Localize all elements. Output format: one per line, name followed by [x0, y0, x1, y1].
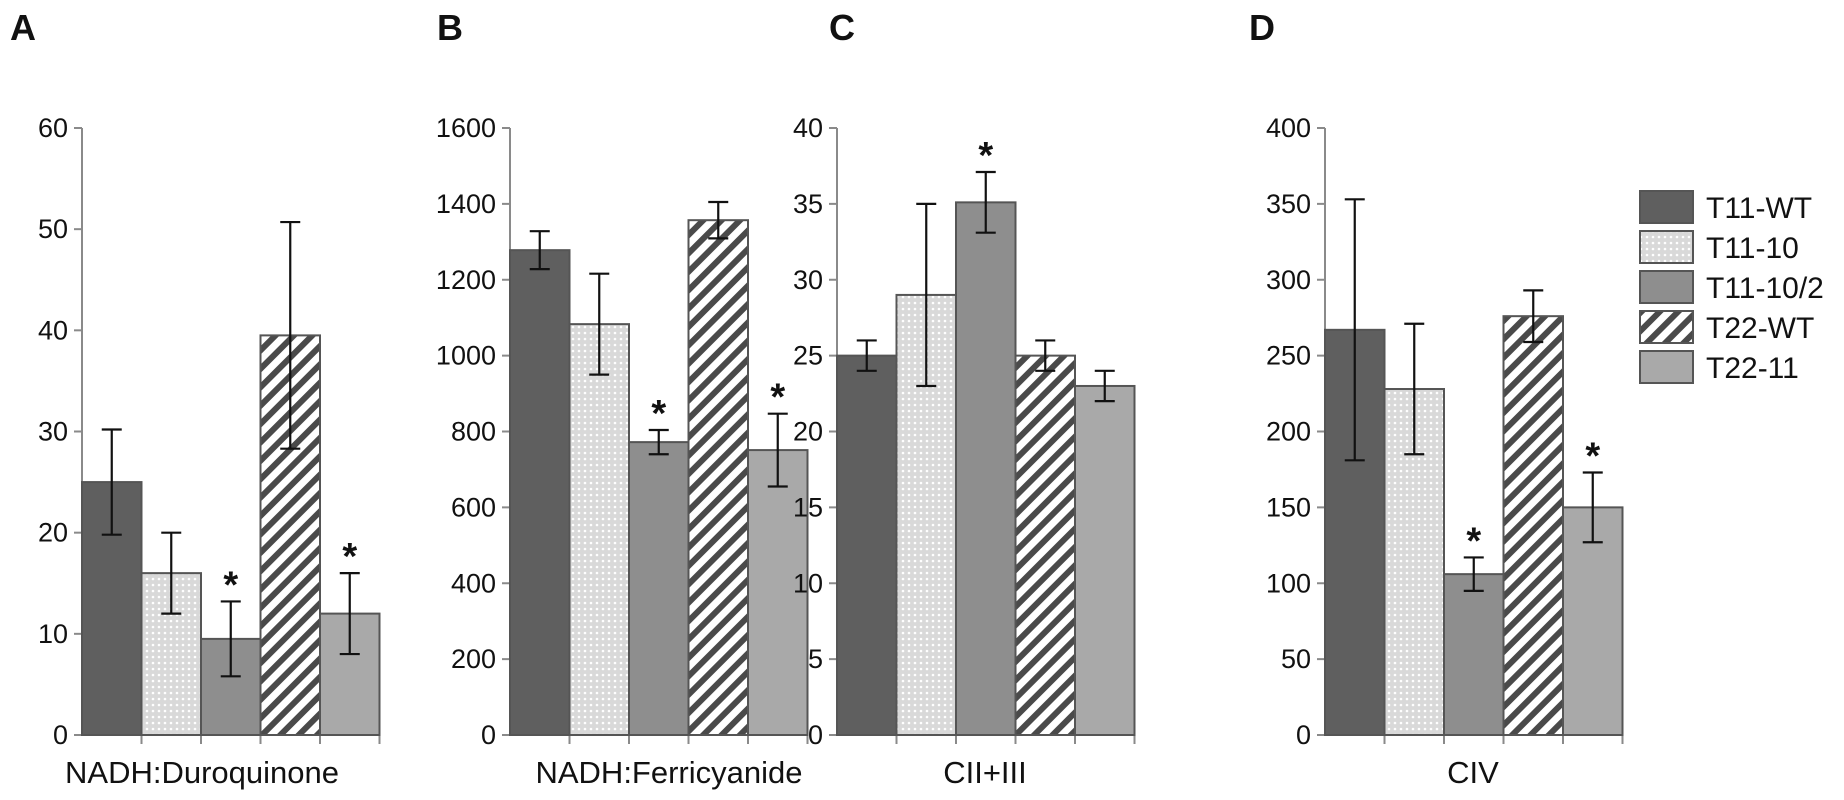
y-tick-label: 100 — [1266, 568, 1311, 598]
significance-star: * — [1466, 520, 1481, 562]
significance-star: * — [651, 393, 666, 435]
y-tick-label: 10 — [38, 619, 68, 649]
legend-swatch — [1639, 270, 1694, 304]
y-tick-label: 30 — [38, 417, 68, 447]
legend-label: T22-WT — [1706, 312, 1814, 345]
x-axis-label: CIV — [1447, 755, 1499, 790]
legend-item: T22-WT — [1639, 310, 1814, 345]
y-tick-label: 350 — [1266, 189, 1311, 219]
x-axis-label: NADH:Duroquinone — [65, 755, 339, 790]
y-tick-label: 50 — [38, 214, 68, 244]
significance-star: * — [1585, 435, 1600, 477]
y-tick-label: 1400 — [436, 189, 496, 219]
bar-t11-10-2 — [628, 441, 690, 736]
panel-letter: C — [829, 7, 855, 48]
y-tick-label: 300 — [1266, 265, 1311, 295]
legend-item: T11-WT — [1639, 190, 1812, 225]
legend-swatch — [1639, 190, 1694, 224]
y-tick-label: 25 — [793, 341, 823, 371]
legend-label: T11-10 — [1706, 232, 1799, 265]
bar-t11-wt — [836, 354, 898, 736]
bar-t11-10 — [568, 323, 630, 736]
y-tick-label: 0 — [1296, 720, 1311, 750]
bar-t22-wt — [687, 219, 749, 737]
y-tick-label: 20 — [38, 518, 68, 548]
y-tick-label: 15 — [793, 492, 823, 522]
legend-item: T22-11 — [1639, 350, 1799, 385]
y-tick-label: 200 — [451, 644, 496, 674]
y-tick-label: 200 — [1266, 417, 1311, 447]
x-axis-label: CII+III — [943, 755, 1027, 790]
y-tick-label: 0 — [808, 720, 823, 750]
panel-letter: B — [437, 7, 463, 48]
bar-t22-wt — [1014, 354, 1076, 736]
y-tick-label: 1600 — [436, 113, 496, 143]
y-tick-label: 0 — [481, 720, 496, 750]
y-tick-label: 400 — [451, 568, 496, 598]
significance-star: * — [770, 377, 785, 419]
y-tick-label: 40 — [38, 315, 68, 345]
y-tick-label: 250 — [1266, 341, 1311, 371]
x-axis-label: NADH:Ferricyanide — [535, 755, 802, 790]
chart-panel-a: A 0 10 20 30 40 50 60 * * NADH:Duroquinone — [10, 7, 381, 790]
y-tick-label: 1200 — [436, 265, 496, 295]
y-tick-label: 30 — [793, 265, 823, 295]
chart-panels: A0102030405060**NADH:DuroquinoneB0200400… — [10, 7, 1624, 790]
chart-panel-b: B 0 200 400 600 800 1000 1200 1400 1600 * * NADH:Fer… — [436, 7, 809, 790]
legend-swatch — [1639, 310, 1694, 344]
bar-t22-wt — [1502, 315, 1564, 736]
y-tick-label: 10 — [793, 568, 823, 598]
chart-panel-c: C 0 5 10 15 20 25 30 35 40 * CII+III — [793, 7, 1136, 790]
y-tick-label: 0 — [53, 720, 68, 750]
bar-t11-10-2 — [1443, 573, 1505, 737]
legend-label: T11-10/2 — [1706, 272, 1824, 305]
legend-swatch — [1639, 230, 1694, 264]
significance-star: * — [342, 536, 357, 578]
legend: T11-WT T11-10 T11-10/2 T22-WT T22-11 — [1639, 190, 1824, 385]
legend-swatch — [1639, 350, 1694, 384]
y-tick-label: 5 — [808, 644, 823, 674]
bar-t22-11 — [1562, 506, 1624, 736]
y-tick-label: 1000 — [436, 341, 496, 371]
legend-item: T11-10/2 — [1639, 270, 1824, 305]
panel-letter: D — [1249, 7, 1275, 48]
significance-star: * — [223, 564, 238, 606]
y-tick-label: 60 — [38, 113, 68, 143]
y-tick-label: 35 — [793, 189, 823, 219]
legend-label: T22-11 — [1706, 352, 1799, 385]
y-tick-label: 150 — [1266, 492, 1311, 522]
y-tick-label: 50 — [1281, 644, 1311, 674]
y-tick-label: 40 — [793, 113, 823, 143]
significance-star: * — [978, 135, 993, 177]
bar-t11-10-2 — [955, 201, 1017, 737]
y-tick-label: 400 — [1266, 113, 1311, 143]
bar-t11-wt — [509, 249, 571, 736]
bar-t22-11 — [1074, 384, 1136, 736]
chart-panel-d: D 0 50 100 150 200 250 300 350 400 * * CIV — [1249, 7, 1624, 790]
legend-label: T11-WT — [1706, 192, 1812, 225]
y-tick-label: 20 — [793, 417, 823, 447]
y-tick-label: 600 — [451, 492, 496, 522]
y-tick-label: 800 — [451, 417, 496, 447]
legend-item: T11-10 — [1639, 230, 1799, 265]
panel-letter: A — [10, 7, 36, 48]
bar-t22-11 — [747, 449, 809, 736]
